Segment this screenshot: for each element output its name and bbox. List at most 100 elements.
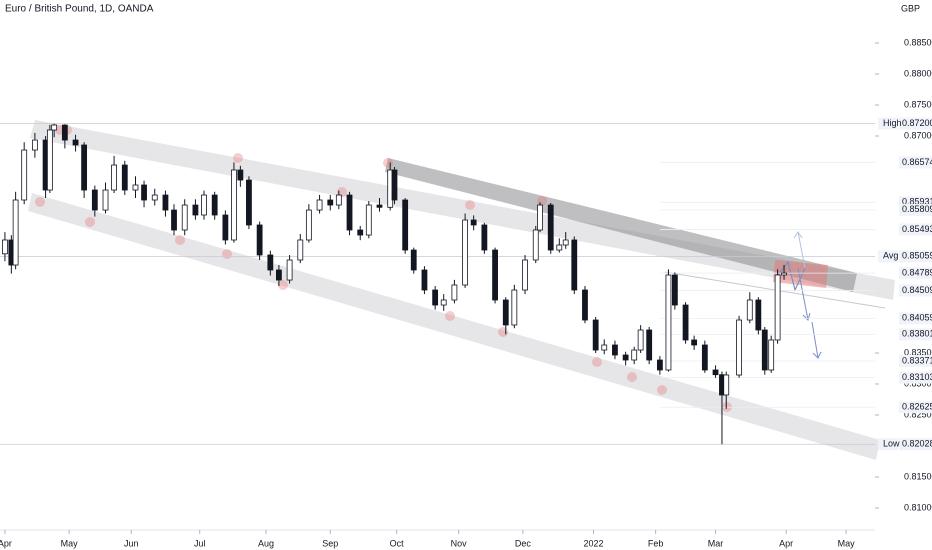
price-level-label: 0.83371: [902, 355, 932, 365]
x-tick-label: Apr: [779, 538, 793, 548]
upper-channel: [30, 120, 895, 300]
candle-body: [410, 249, 417, 271]
candle-body: [111, 164, 117, 191]
price-level-label: 0.85493: [902, 224, 932, 234]
price-level-box: [899, 328, 932, 341]
candle-body: [723, 374, 730, 396]
candle-body: [21, 149, 28, 201]
price-level-box: [899, 284, 932, 297]
arrow-head: [812, 351, 822, 359]
touch-point: [592, 357, 602, 367]
price-level-tag-box: [878, 117, 898, 130]
candle-body: [522, 259, 528, 291]
candle-body: [440, 299, 447, 306]
price-level-label: 0.84509: [902, 285, 932, 295]
price-level-label: 0.83103: [902, 372, 932, 382]
candle-body: [622, 354, 629, 361]
candle-body: [511, 289, 518, 326]
x-tick-label: Apr: [0, 538, 12, 548]
candle-body: [601, 344, 608, 351]
candle-body: [562, 239, 569, 246]
candle-body: [432, 289, 439, 306]
touch-point: [278, 280, 288, 290]
x-tick-label: Jun: [124, 538, 139, 548]
candle-body: [171, 209, 177, 231]
candle-body: [31, 139, 38, 151]
x-tick-label: Jul: [194, 538, 206, 548]
touch-point: [657, 385, 667, 395]
touch-point: [465, 200, 475, 210]
candle-body: [646, 329, 653, 361]
candle-body: [211, 194, 218, 216]
candle-body: [237, 169, 244, 181]
price-level-box: [899, 312, 932, 325]
candle-body: [316, 199, 323, 211]
price-level-box: [899, 355, 932, 368]
price-level-box: [899, 250, 932, 263]
candle-body: [421, 269, 428, 291]
up-arrow: [797, 231, 806, 269]
candle-body: [162, 194, 169, 211]
lower-channel: [28, 193, 880, 460]
touch-point: [337, 187, 347, 197]
touch-point: [537, 196, 547, 206]
candle-body: [2, 239, 8, 255]
candle-body: [305, 209, 312, 241]
candle-body: [141, 184, 147, 201]
price-level-label: 0.85931: [902, 197, 932, 207]
zone: [773, 260, 828, 288]
price-level-label: 0.87200: [902, 118, 932, 128]
candle-body: [462, 219, 469, 286]
price-level-tag-box: [878, 250, 898, 263]
touch-point: [445, 311, 455, 321]
candle-body: [51, 124, 58, 131]
candle-body: [755, 299, 762, 331]
candle-body: [402, 199, 409, 251]
candle-body: [712, 369, 719, 376]
resistance-band: [385, 158, 857, 292]
x-tick-label: May: [838, 538, 856, 548]
candle-body: [656, 359, 663, 371]
x-tick-label: Dec: [515, 538, 532, 548]
x-tick-label: Feb: [648, 538, 664, 548]
x-tick-label: Sep: [322, 538, 338, 548]
touch-point: [35, 197, 45, 207]
candle-body: [481, 224, 488, 251]
candle-body: [781, 272, 787, 276]
candle-body: [231, 169, 237, 241]
price-level-label: 0.82028: [902, 439, 932, 449]
price-level-label: 0.84789: [902, 267, 932, 277]
candle-body: [132, 184, 139, 191]
price-level-label: 0.85809: [902, 204, 932, 214]
candle-body: [665, 274, 672, 371]
touch-point: [383, 158, 393, 168]
candle-body: [286, 259, 293, 281]
price-level-label: 0.83801: [902, 329, 932, 339]
price-level-box: [899, 267, 932, 280]
candle-body: [532, 229, 539, 261]
candle-body: [267, 254, 274, 271]
price-level-tag: High: [883, 118, 902, 128]
price-level-tag-box: [878, 438, 898, 451]
price-level-box: [899, 156, 932, 169]
price-level-box: [899, 117, 932, 130]
x-tick-label: 2022: [584, 538, 604, 548]
candle-body: [631, 349, 638, 361]
x-tick-label: Nov: [451, 538, 468, 548]
touch-point: [498, 327, 508, 337]
candle-body: [774, 274, 781, 341]
touch-point: [233, 153, 243, 163]
candle-body: [470, 219, 477, 226]
chart-title: Euro / British Pound, 1D, OANDA: [5, 4, 154, 15]
candle-body: [346, 194, 353, 231]
x-tick-label: Mar: [708, 538, 724, 548]
price-level-box: [899, 401, 932, 414]
candle-body: [612, 344, 618, 356]
candle-body: [91, 189, 98, 211]
candle-body: [222, 214, 229, 241]
